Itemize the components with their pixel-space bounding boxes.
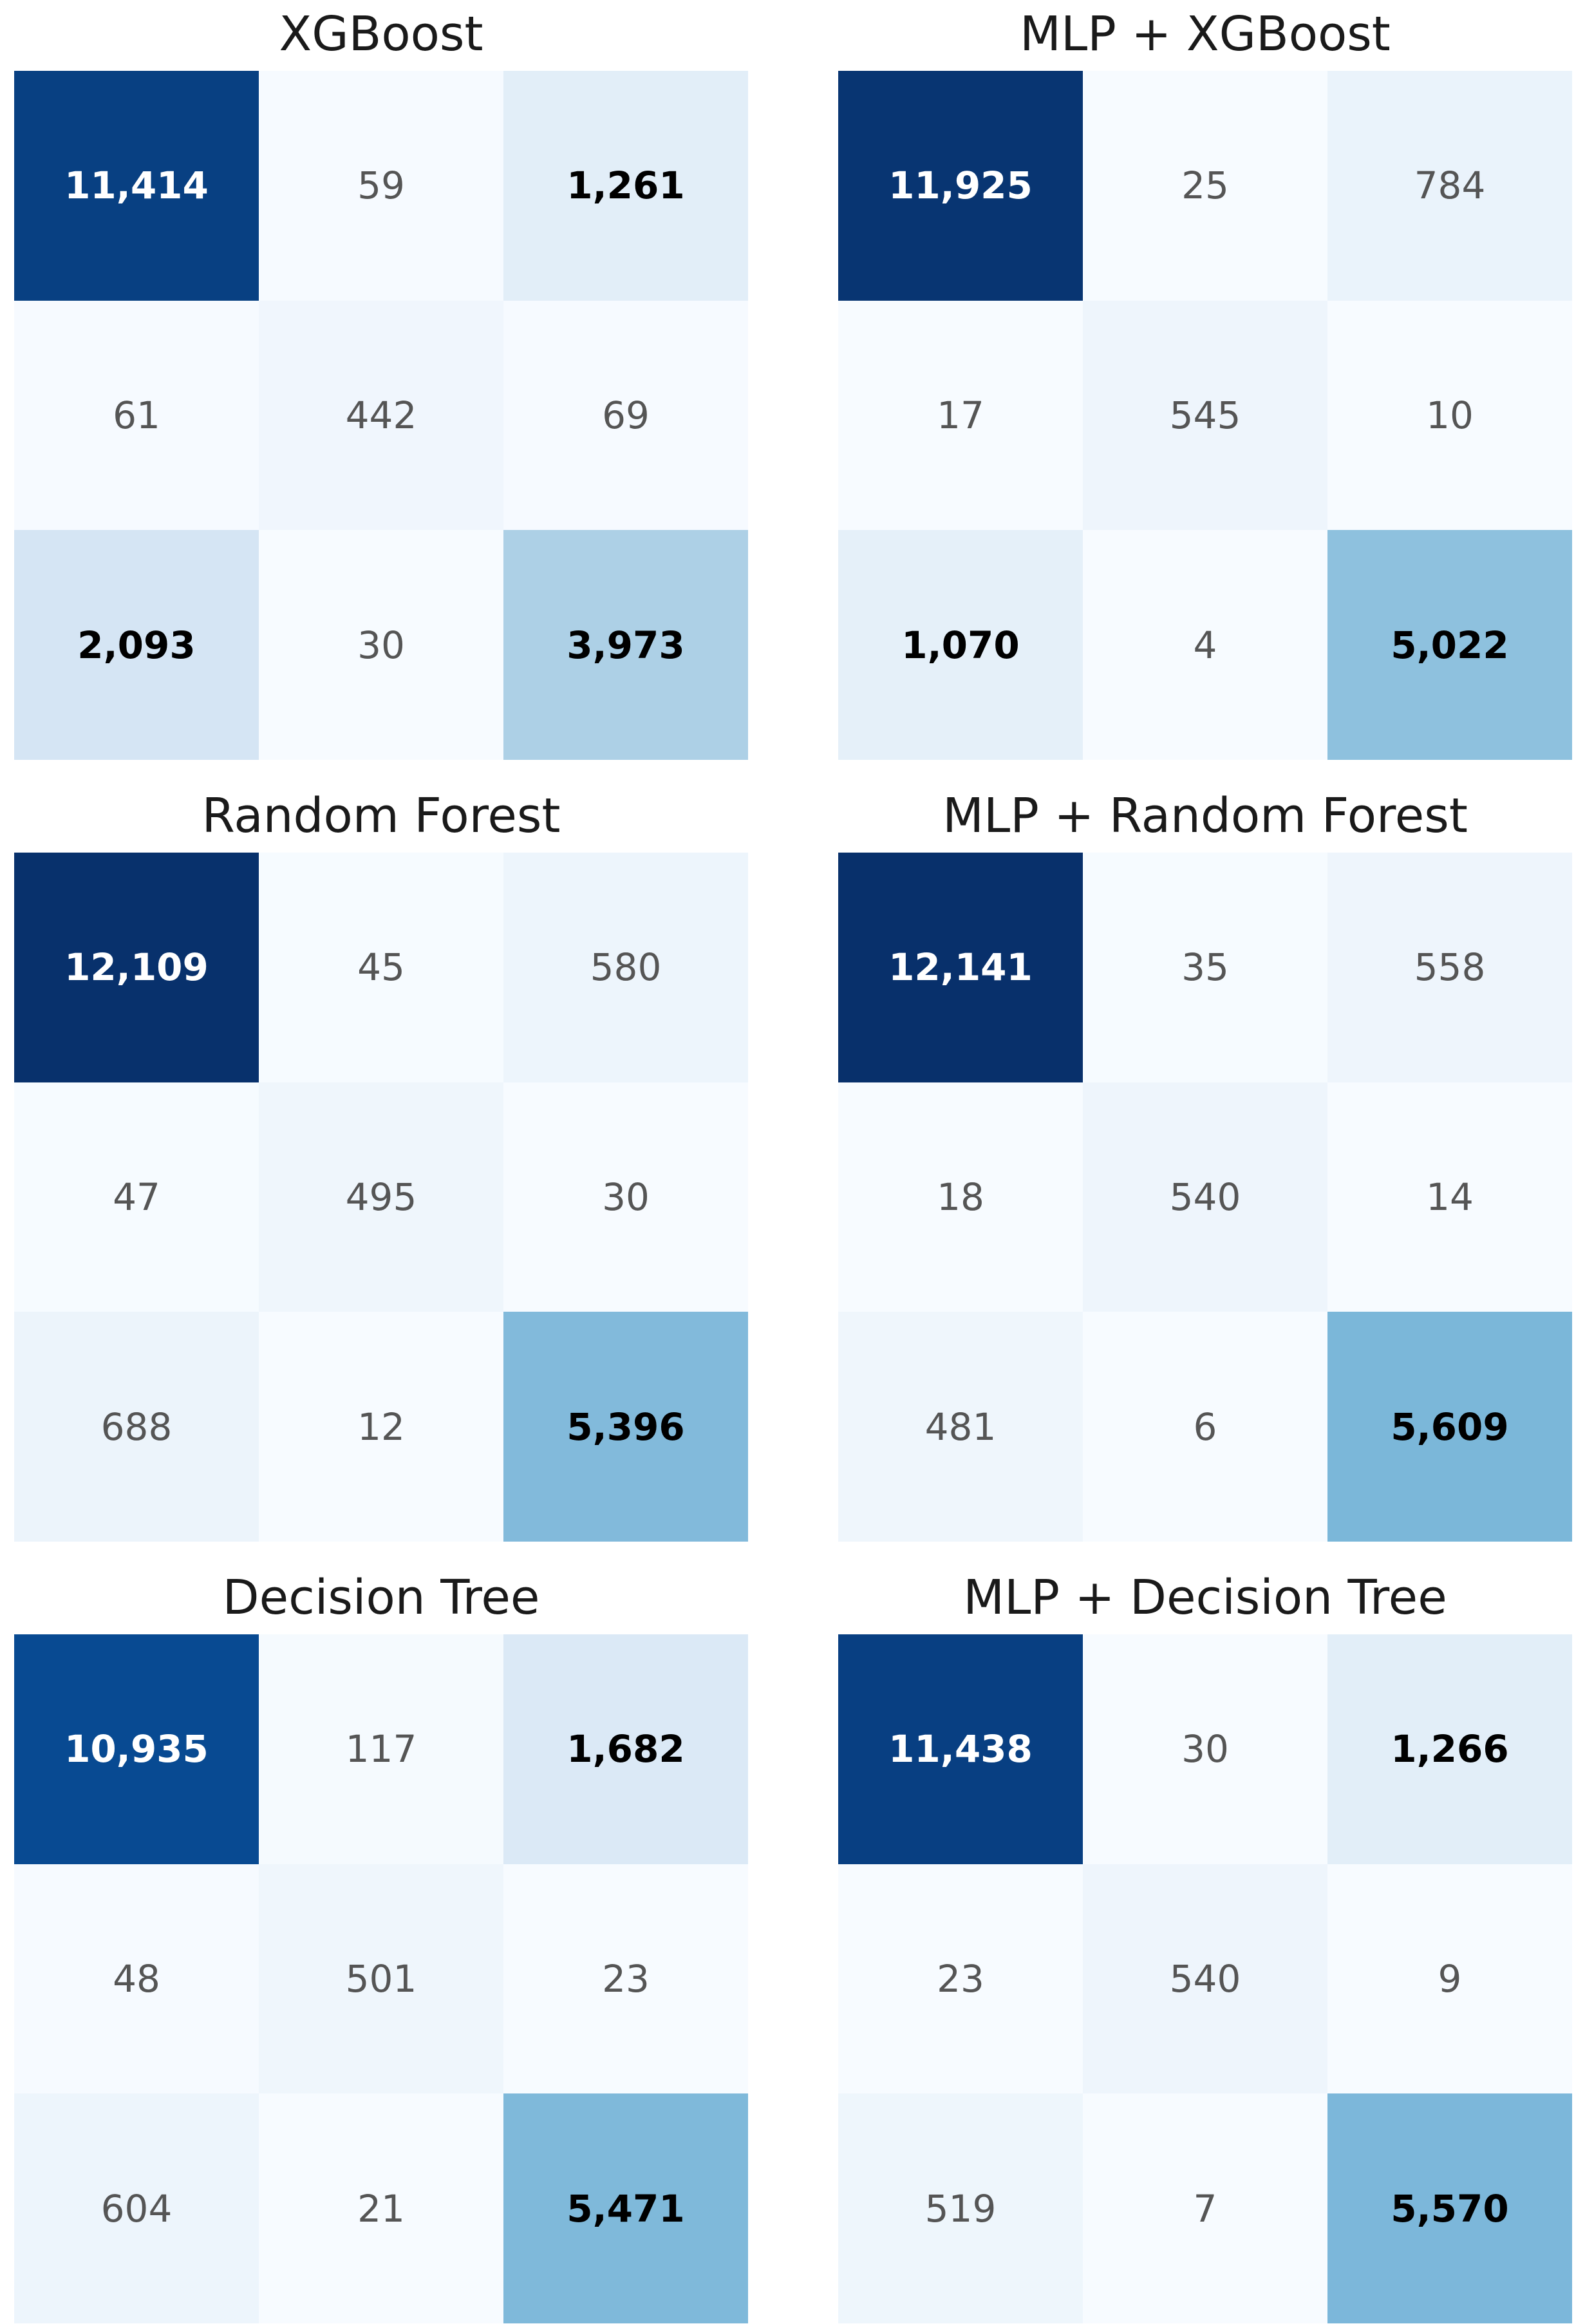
heatmap-cell: 5,022 [1327, 530, 1572, 760]
heatmap-cell: 30 [503, 1082, 748, 1312]
heatmap-cell: 48 [14, 1864, 259, 2094]
heatmap-cell: 5,396 [503, 1312, 748, 1542]
heatmap-cell: 9 [1327, 1864, 1572, 2094]
heatmap-cell: 21 [259, 2093, 503, 2323]
heatmap-cell: 558 [1327, 853, 1572, 1082]
heatmap-cell: 35 [1083, 853, 1327, 1082]
heatmap-cell: 6 [1083, 1312, 1327, 1542]
heatmap-cell: 3,973 [503, 530, 748, 760]
heatmap-cell: 12 [259, 1312, 503, 1542]
panel-title: XGBoost [279, 6, 483, 62]
heatmap-cell: 495 [259, 1082, 503, 1312]
panel-title: Decision Tree [222, 1570, 540, 1625]
heatmap-cell: 442 [259, 300, 503, 531]
heatmap-cell: 17 [838, 300, 1083, 531]
heatmap-cell: 604 [14, 2093, 259, 2323]
heatmap-cell: 69 [503, 300, 748, 531]
heatmap-cell: 45 [259, 853, 503, 1082]
heatmap-cell: 23 [503, 1864, 748, 2094]
heatmap-cell: 10,935 [14, 1634, 259, 1864]
heatmap-cell: 5,471 [503, 2093, 748, 2323]
heatmap-cell: 540 [1083, 1864, 1327, 2094]
heatmap-cell: 5,609 [1327, 1312, 1572, 1542]
heatmap-cell: 59 [259, 71, 503, 301]
heatmap-cell: 10 [1327, 300, 1572, 531]
heatmap-cell: 540 [1083, 1082, 1327, 1312]
heatmap-cell: 688 [14, 1312, 259, 1542]
heatmap-cell: 11,414 [14, 71, 259, 301]
heatmap-cell: 12,141 [838, 853, 1083, 1082]
heatmap-cell: 11,925 [838, 71, 1083, 301]
panel-title: MLP + Decision Tree [963, 1570, 1447, 1625]
heatmap-cell: 7 [1083, 2093, 1327, 2323]
heatmap-cell: 18 [838, 1082, 1083, 1312]
heatmap-cell: 23 [838, 1864, 1083, 2094]
heatmap-cell: 1,070 [838, 530, 1083, 760]
panel-title: MLP + XGBoost [1020, 6, 1391, 62]
heatmap-cell: 501 [259, 1864, 503, 2094]
heatmap-cell: 1,266 [1327, 1634, 1572, 1864]
heatmap-cell: 11,438 [838, 1634, 1083, 1864]
heatmap-cell: 47 [14, 1082, 259, 1312]
heatmap-cell: 519 [838, 2093, 1083, 2323]
heatmap-cell: 25 [1083, 71, 1327, 301]
heatmap-cell: 784 [1327, 71, 1572, 301]
heatmap-cell: 14 [1327, 1082, 1572, 1312]
heatmap-cell: 5,570 [1327, 2093, 1572, 2323]
heatmap-cell: 2,093 [14, 530, 259, 760]
heatmap-grid: 11,925 25 784 17 545 10 1,070 4 5,022 [838, 71, 1572, 760]
heatmap-cell: 1,261 [503, 71, 748, 301]
panel-title: Random Forest [202, 788, 561, 844]
heatmap-cell: 61 [14, 300, 259, 531]
heatmap-cell: 12,109 [14, 853, 259, 1082]
heatmap-grid: 12,109 45 580 47 495 30 688 12 5,396 [14, 853, 748, 1542]
heatmap-cell: 545 [1083, 300, 1327, 531]
heatmap-cell: 30 [1083, 1634, 1327, 1864]
heatmap-cell: 117 [259, 1634, 503, 1864]
heatmap-grid: 11,438 30 1,266 23 540 9 519 7 5,570 [838, 1634, 1572, 2323]
heatmap-cell: 580 [503, 853, 748, 1082]
heatmap-grid: 10,935 117 1,682 48 501 23 604 21 5,471 [14, 1634, 748, 2323]
heatmap-grid: 11,414 59 1,261 61 442 69 2,093 30 3,973 [14, 71, 748, 760]
heatmap-grid: 12,141 35 558 18 540 14 481 6 5,609 [838, 853, 1572, 1542]
heatmap-cell: 30 [259, 530, 503, 760]
heatmap-cell: 481 [838, 1312, 1083, 1542]
heatmap-cell: 4 [1083, 530, 1327, 760]
heatmap-cell: 1,682 [503, 1634, 748, 1864]
panel-title: MLP + Random Forest [942, 788, 1468, 844]
